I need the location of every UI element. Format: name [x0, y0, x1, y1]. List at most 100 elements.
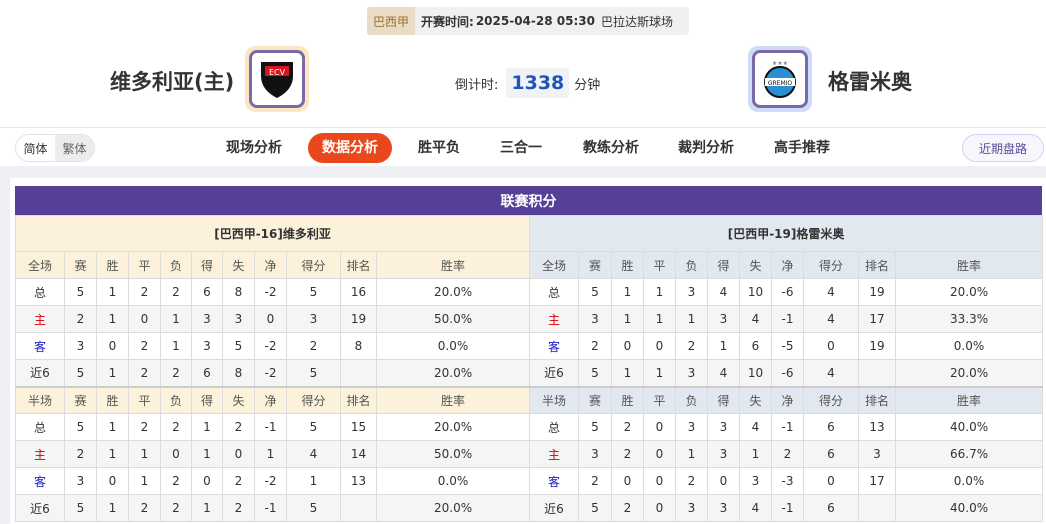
table-row: 主 2 1 0 1 3 3 0 3 19 50.0%: [15, 305, 531, 333]
column-header: 排名: [340, 386, 377, 414]
column-header: 平: [643, 251, 676, 279]
row-label: 客: [15, 332, 65, 360]
table-cell: 2: [64, 305, 97, 333]
tab-5[interactable]: 裁判分析: [678, 140, 734, 156]
table-cell: 5: [578, 494, 612, 522]
table-cell: 15: [340, 413, 377, 441]
table-cell: 40.0%: [894, 413, 1044, 441]
table-cell: 3: [64, 467, 97, 495]
table-cell: 1: [739, 440, 772, 468]
table-cell: 3: [64, 332, 97, 360]
table-cell: 1: [675, 305, 708, 333]
table-cell: [858, 494, 896, 522]
table-cell: 3: [707, 413, 740, 441]
table-cell: -6: [771, 359, 804, 387]
table-cell: 3: [675, 494, 708, 522]
tab-2[interactable]: 胜平负: [418, 140, 460, 156]
tab-6[interactable]: 高手推荐: [774, 140, 830, 156]
kickoff-label: 开赛时间:: [421, 14, 474, 29]
table-cell: 8: [340, 332, 377, 360]
table-cell: 2: [64, 440, 97, 468]
table-cell: 50.0%: [375, 305, 531, 333]
table-row: 总 5 2 0 3 3 4 -1 6 13 40.0%: [529, 413, 1044, 441]
language-toggle[interactable]: 简体 繁体: [15, 134, 95, 162]
table-cell: 0: [803, 332, 859, 360]
table-cell: -3: [771, 467, 804, 495]
countdown-unit: 分钟: [574, 77, 601, 93]
table-row: 近6 5 2 0 3 3 4 -1 6 40.0%: [529, 494, 1044, 522]
column-header: 全场: [529, 251, 579, 279]
recent-trend-button[interactable]: 近期盘路: [962, 134, 1044, 162]
countdown: 倒计时: 1338 分钟: [455, 68, 600, 98]
table-cell: 2: [286, 332, 341, 360]
svg-text:ECV: ECV: [269, 68, 286, 77]
table-cell: 2: [675, 467, 708, 495]
table-cell: 2: [128, 278, 161, 306]
tab-4[interactable]: 教练分析: [583, 140, 639, 156]
table-cell: 0.0%: [894, 332, 1044, 360]
tab-3[interactable]: 三合一: [500, 140, 542, 156]
full-header-row: 全场赛胜平负得失净得分 排名 胜率: [15, 251, 531, 279]
row-label: 主: [15, 440, 65, 468]
shield-icon: ECV: [261, 62, 293, 98]
row-label: 总: [15, 278, 65, 306]
table-cell: 20.0%: [375, 494, 531, 522]
table-row: 客 3 0 1 2 0 2 -2 1 13 0.0%: [15, 467, 531, 495]
table-cell: 3: [675, 413, 708, 441]
table-cell: -1: [254, 413, 287, 441]
tab-0[interactable]: 现场分析: [226, 140, 282, 156]
home-standings-table: [巴西甲-16]维多利亚 全场赛胜平负得失净得分 排名 胜率总 5 1 2 2 6 8 -2 5 16 2…: [14, 215, 531, 522]
table-cell: 1: [611, 359, 644, 387]
table-cell: 1: [96, 305, 129, 333]
table-cell: 3: [222, 305, 255, 333]
table-cell: 5: [286, 278, 341, 306]
table-cell: 3: [707, 440, 740, 468]
table-cell: -1: [771, 305, 804, 333]
column-header: 平: [128, 386, 161, 414]
home-team-name[interactable]: 维多利亚(主): [110, 70, 235, 94]
tab-1[interactable]: 数据分析: [308, 133, 392, 163]
table-cell: -2: [254, 278, 287, 306]
column-header: 净: [254, 386, 287, 414]
traditional-chinese-option[interactable]: 繁体: [55, 135, 94, 161]
table-cell: 2: [160, 278, 192, 306]
table-cell: 5: [64, 359, 97, 387]
column-header: 胜率: [375, 251, 531, 279]
home-team-logo[interactable]: ECV: [245, 46, 309, 112]
column-header: 净: [771, 251, 804, 279]
table-cell: 5: [64, 494, 97, 522]
table-cell: 20.0%: [894, 278, 1044, 306]
table-cell: 10: [739, 359, 772, 387]
table-row: 客 3 0 2 1 3 5 -2 2 8 0.0%: [15, 332, 531, 360]
column-header: 负: [160, 251, 192, 279]
half-header-row: 半场赛胜平负得失净得分 排名 胜率: [15, 386, 531, 414]
table-cell: 5: [286, 413, 341, 441]
table-cell: 3: [675, 359, 708, 387]
away-team-logo[interactable]: GREMIO ★★★: [748, 46, 812, 112]
table-cell: 6: [803, 494, 859, 522]
league-badge[interactable]: 巴西甲: [367, 7, 416, 35]
simplified-chinese-option[interactable]: 简体: [23, 141, 48, 156]
column-header: 胜: [611, 386, 644, 414]
table-cell: 1: [96, 440, 129, 468]
team-rank-header: [巴西甲-19]格雷米奥: [528, 215, 1044, 252]
table-cell: 1: [254, 440, 287, 468]
table-row: 主 3 1 1 1 3 4 -1 4 17 33.3%: [529, 305, 1044, 333]
column-header: 胜: [611, 251, 644, 279]
table-cell: 19: [858, 332, 896, 360]
table-cell: 4: [803, 278, 859, 306]
countdown-label: 倒计时:: [455, 77, 499, 93]
table-cell: 3: [578, 440, 612, 468]
table-cell: 1: [160, 332, 192, 360]
column-header: 得分: [286, 251, 341, 279]
table-cell: -2: [254, 467, 287, 495]
away-team-name[interactable]: 格雷米奥: [828, 70, 912, 94]
table-cell: 5: [222, 332, 255, 360]
table-cell: 5: [578, 278, 612, 306]
table-cell: 2: [160, 467, 192, 495]
table-cell: 4: [739, 305, 772, 333]
table-row: 总 5 1 1 3 4 10 -6 4 19 20.0%: [529, 278, 1044, 306]
table-cell: -1: [254, 494, 287, 522]
venue: 巴拉达斯球场: [600, 14, 673, 29]
table-cell: 4: [707, 278, 740, 306]
